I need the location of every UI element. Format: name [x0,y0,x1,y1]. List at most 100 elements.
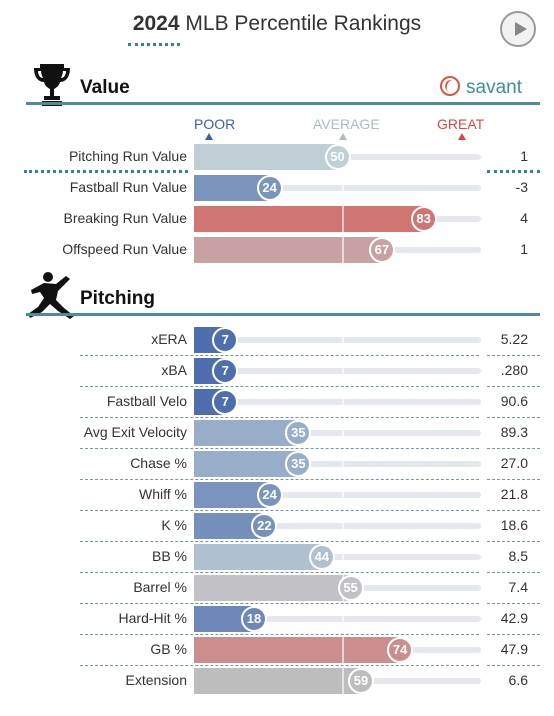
trophy-icon [34,64,70,106]
average-marker [342,513,344,539]
metric-row[interactable]: K % 22 18.6 [0,511,554,541]
metric-label: K % [161,517,187,533]
metric-value: 8.5 [508,548,528,564]
metric-label: Whiff % [139,486,187,502]
bar-track [194,461,481,467]
average-marker [342,237,344,263]
percentile-bar [194,420,299,446]
row-separator [487,541,540,542]
average-marker [342,544,344,570]
average-marker [342,358,344,384]
average-marker [342,206,344,232]
percentile-bar [194,237,382,263]
row-separator [487,170,540,173]
row-separator [80,355,479,356]
metric-label: Extension [125,672,187,688]
percentile-bubble: 83 [410,206,437,232]
metric-value: 1 [520,148,528,164]
metric-value: .280 [500,362,528,378]
percentile-bubble: 74 [387,637,414,663]
metric-value: 47.9 [500,641,528,657]
average-marker [342,389,344,415]
percentile-bubble: 24 [256,482,283,508]
metric-row[interactable]: Barrel % 55 7.4 [0,573,554,603]
metric-value: 7.4 [508,579,528,595]
metric-label: xBA [161,362,187,378]
average-marker [342,451,344,477]
metric-row[interactable]: Pitching Run Value 50 1 [0,142,554,172]
percentile-bar [194,637,401,663]
metric-label: Chase % [130,455,187,471]
section-divider-pitching [26,313,540,316]
row-separator [487,417,540,418]
baseball-icon [440,76,460,96]
percentile-bubble: 35 [285,451,312,477]
metric-label: Hard-Hit % [118,610,187,626]
row-separator [80,510,479,511]
scale-label-poor: POOR [194,116,236,132]
average-marker [342,175,344,201]
savant-logo[interactable]: savant [440,76,522,99]
row-separator [487,572,540,573]
metric-row[interactable]: xBA 7 .280 [0,356,554,386]
section-divider-value [26,102,540,105]
row-separator [80,479,479,480]
scale-label-average: AVERAGE [313,116,380,132]
percentile-bar [194,544,322,570]
metric-label: Barrel % [133,579,187,595]
section-title-value: Value [80,77,130,98]
percentile-bubble: 67 [368,237,395,263]
metric-row[interactable]: Whiff % 24 21.8 [0,480,554,510]
average-marker [342,482,344,508]
savant-text: savant [466,77,522,98]
metric-value: 1 [520,241,528,257]
play-icon[interactable] [500,11,536,47]
percentile-bar [194,575,351,601]
metric-label: Fastball Run Value [69,179,187,195]
metric-row[interactable]: Chase % 35 27.0 [0,449,554,479]
metric-label: Fastball Velo [106,393,187,409]
metric-row[interactable]: Avg Exit Velocity 35 89.3 [0,418,554,448]
percentile-bar [194,451,299,477]
metric-row[interactable]: Breaking Run Value 83 4 [0,204,554,234]
percentile-bubble: 7 [212,389,239,415]
metric-label: Breaking Run Value [63,210,187,226]
percentile-bubble: 7 [212,358,239,384]
average-marker [342,606,344,632]
metric-row[interactable]: Fastball Velo 7 90.6 [0,387,554,417]
metric-row[interactable]: xERA 7 5.22 [0,325,554,355]
row-separator [487,448,540,449]
metric-row[interactable]: Extension 59 6.6 [0,666,554,696]
percentile-bubble: 59 [347,668,374,694]
page-title: 2024 MLB Percentile Rankings [0,12,554,36]
metric-value: 21.8 [500,486,528,502]
title-underline [128,43,180,46]
percentile-bubble: 44 [308,544,335,570]
metric-label: BB % [151,548,187,564]
metric-row[interactable]: GB % 74 47.9 [0,635,554,665]
row-separator [487,665,540,666]
row-separator [80,665,479,666]
row-separator [80,417,479,418]
metric-label: Pitching Run Value [68,148,187,164]
metric-row[interactable]: Offspeed Run Value 67 1 [0,235,554,265]
poor-arrow [205,133,213,140]
bar-track [194,430,481,436]
row-separator [80,541,479,542]
metric-value: 18.6 [500,517,528,533]
row-separator [80,572,479,573]
pitcher-icon [28,272,74,319]
section-title-pitching: Pitching [80,288,155,309]
average-marker [342,327,344,353]
bar-track [194,185,481,191]
metric-label: Offspeed Run Value [62,241,187,257]
row-separator [487,386,540,387]
title-text: MLB Percentile Rankings [185,12,422,35]
metric-row[interactable]: Hard-Hit % 18 42.9 [0,604,554,634]
percentile-bubble: 55 [337,575,364,601]
metric-row[interactable]: Fastball Run Value 24 -3 [0,173,554,203]
bar-track [194,492,481,498]
average-arrow [339,133,347,140]
metric-row[interactable]: BB % 44 8.5 [0,542,554,572]
row-separator [80,448,479,449]
